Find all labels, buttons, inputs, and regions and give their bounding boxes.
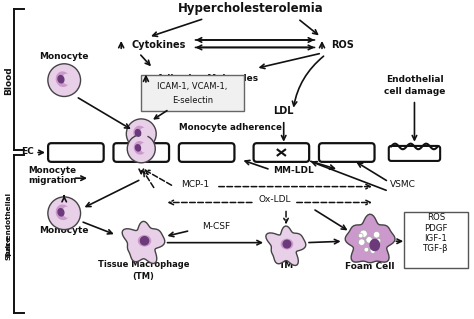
- Polygon shape: [345, 214, 395, 263]
- FancyBboxPatch shape: [48, 143, 104, 162]
- FancyBboxPatch shape: [404, 212, 468, 268]
- Circle shape: [358, 233, 363, 238]
- Ellipse shape: [64, 74, 71, 84]
- Text: PDGF: PDGF: [424, 224, 447, 233]
- Text: Hypercholesterolemia: Hypercholesterolemia: [178, 3, 324, 15]
- Ellipse shape: [134, 126, 146, 139]
- Text: Endothelial: Endothelial: [386, 76, 443, 85]
- Ellipse shape: [56, 205, 69, 219]
- Text: EC: EC: [21, 147, 34, 156]
- Circle shape: [374, 232, 380, 238]
- Text: ROS: ROS: [331, 40, 354, 50]
- Circle shape: [126, 119, 156, 149]
- Text: TGF-β: TGF-β: [423, 244, 449, 253]
- Ellipse shape: [370, 239, 379, 251]
- FancyBboxPatch shape: [179, 143, 235, 162]
- Text: Blood: Blood: [4, 67, 13, 95]
- Text: migration: migration: [28, 176, 77, 185]
- Ellipse shape: [141, 129, 147, 137]
- Text: ROS: ROS: [427, 213, 445, 222]
- Text: E-selectin: E-selectin: [172, 96, 213, 105]
- Circle shape: [140, 237, 149, 245]
- Ellipse shape: [282, 239, 292, 249]
- Text: Monocyte adherence: Monocyte adherence: [179, 123, 282, 132]
- Text: Monocyte: Monocyte: [39, 226, 89, 235]
- Ellipse shape: [135, 130, 141, 136]
- Text: M-CSF: M-CSF: [202, 222, 230, 231]
- Circle shape: [360, 230, 367, 238]
- Text: Space: Space: [5, 235, 11, 260]
- Text: MCP-1: MCP-1: [181, 180, 209, 189]
- Ellipse shape: [56, 72, 69, 86]
- Ellipse shape: [141, 144, 147, 152]
- Circle shape: [366, 237, 373, 243]
- Ellipse shape: [58, 209, 64, 216]
- Circle shape: [364, 247, 369, 252]
- Text: ICAM-1, VCAM-1,: ICAM-1, VCAM-1,: [157, 82, 228, 91]
- Circle shape: [370, 248, 376, 253]
- Text: Foam Cell: Foam Cell: [346, 262, 395, 271]
- Text: Cytokines: Cytokines: [132, 40, 186, 50]
- Circle shape: [127, 135, 155, 163]
- Circle shape: [372, 241, 379, 249]
- Text: Tissue Macrophage: Tissue Macrophage: [98, 260, 189, 269]
- Circle shape: [283, 240, 291, 248]
- Text: Adhesion Molecules: Adhesion Molecules: [157, 74, 258, 83]
- Text: Ox-LDL: Ox-LDL: [258, 196, 291, 204]
- FancyBboxPatch shape: [254, 143, 309, 162]
- Text: (TM): (TM): [133, 271, 155, 281]
- Text: Monocyte: Monocyte: [28, 166, 76, 174]
- Polygon shape: [266, 226, 306, 265]
- Circle shape: [358, 239, 365, 245]
- Ellipse shape: [138, 236, 151, 246]
- Circle shape: [48, 64, 81, 96]
- FancyBboxPatch shape: [113, 143, 169, 162]
- Ellipse shape: [136, 145, 140, 151]
- Text: cell damage: cell damage: [384, 87, 445, 96]
- Circle shape: [48, 197, 81, 230]
- FancyBboxPatch shape: [389, 146, 440, 161]
- Text: Monocyte: Monocyte: [39, 52, 89, 61]
- Text: IGF-1: IGF-1: [425, 234, 447, 243]
- Ellipse shape: [134, 142, 146, 154]
- Circle shape: [376, 238, 381, 243]
- Ellipse shape: [58, 76, 64, 83]
- Text: VSMC: VSMC: [390, 180, 416, 189]
- Ellipse shape: [64, 207, 71, 217]
- FancyBboxPatch shape: [141, 75, 244, 111]
- Text: Sub-endothelial: Sub-endothelial: [5, 192, 11, 257]
- Text: LDL: LDL: [273, 106, 294, 116]
- Polygon shape: [122, 221, 165, 263]
- Text: MM-LDL: MM-LDL: [273, 166, 314, 174]
- FancyBboxPatch shape: [319, 143, 374, 162]
- Text: TM: TM: [278, 261, 294, 270]
